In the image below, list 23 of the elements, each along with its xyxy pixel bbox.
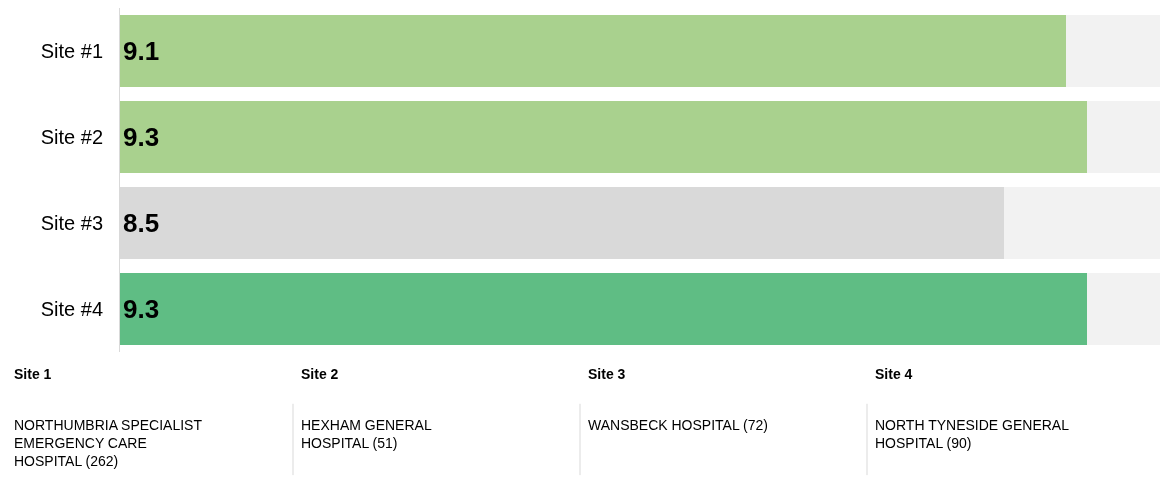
bar (120, 101, 1088, 173)
bar (1087, 101, 1160, 173)
y-tick-label: Site #3 (40, 212, 103, 234)
data-label: 9.3 (123, 294, 160, 324)
bar (1004, 187, 1160, 259)
bar (1087, 273, 1160, 345)
text: Site 4 (875, 366, 913, 382)
text: Site 2 (301, 366, 339, 382)
bar (120, 15, 1067, 87)
y-tick-label: Site #4 (40, 298, 103, 320)
data-label: 9.1 (123, 36, 160, 66)
bar (120, 273, 1088, 345)
y-tick-label: Site #2 (40, 126, 103, 148)
text: WANSBECK HOSPITAL (72) (588, 417, 768, 433)
text: Site 1 (14, 366, 52, 382)
data-label: 9.3 (123, 122, 160, 152)
text: Site 3 (588, 366, 626, 382)
text: HEXHAM GENERAL HOSPITAL (51) (301, 417, 432, 452)
y-tick-label: Site #1 (40, 40, 103, 62)
text: NORTHUMBRIA SPECIALIST EMERGENCY CARE HOSPITAL (262) (14, 417, 203, 470)
data-label: 8.5 (123, 208, 160, 238)
bar (1066, 15, 1160, 87)
text: NORTH TYNESIDE GENERAL HOSPITAL (90) (875, 417, 1070, 452)
